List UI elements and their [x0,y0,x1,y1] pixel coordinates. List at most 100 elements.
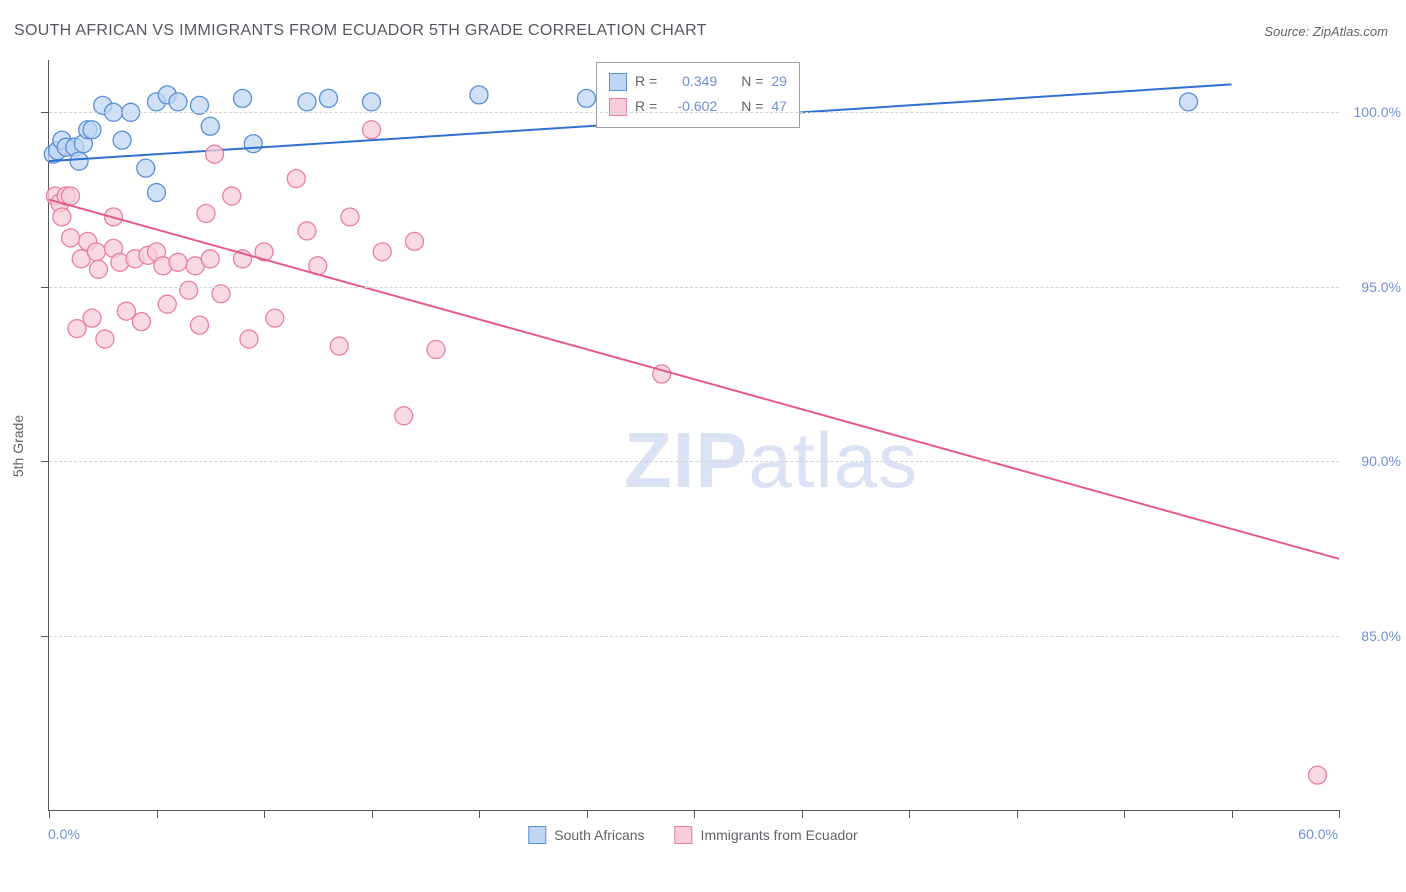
scatter-point [244,135,262,153]
series-label: South Africans [554,827,644,843]
scatter-point [470,86,488,104]
scatter-point [201,250,219,268]
correlation-legend-box: R = 0.349 N = 29 R = -0.602 N = 47 [596,62,800,128]
legend-n-prefix: N = [741,94,763,119]
y-tick [41,636,49,637]
y-tick-label: 85.0% [1361,628,1401,644]
scatter-point [117,302,135,320]
y-tick-label: 90.0% [1361,453,1401,469]
scatter-point [1180,93,1198,111]
scatter-point [266,309,284,327]
scatter-point [363,93,381,111]
legend-swatch [528,826,546,844]
scatter-point [298,222,316,240]
x-tick [1124,810,1125,818]
source-attribution: Source: ZipAtlas.com [1264,24,1388,39]
gridline [49,112,1339,113]
x-axis-high-label: 60.0% [1298,826,1338,842]
legend-r-value: -0.602 [665,94,717,119]
scatter-point [132,313,150,331]
legend-n-value: 47 [771,94,787,119]
scatter-point [395,407,413,425]
scatter-point [223,187,241,205]
legend-swatch [675,826,693,844]
x-tick [587,810,588,818]
scatter-point [83,121,101,139]
gridline [49,287,1339,288]
y-tick [41,112,49,113]
scatter-point [96,330,114,348]
scatter-point [148,184,166,202]
legend-swatch [609,73,627,91]
scatter-point [373,243,391,261]
scatter-point [53,208,71,226]
x-tick [157,810,158,818]
scatter-point [191,316,209,334]
x-axis-low-label: 0.0% [48,826,80,842]
x-axis-label-row: 0.0% South Africans Immigrants from Ecuad… [48,826,1338,850]
plot-area: ZIPatlas R =0.349N =29R =-0.602N =47 85.… [48,60,1339,811]
series-label: Immigrants from Ecuador [701,827,858,843]
scatter-point [1309,766,1327,784]
scatter-point [89,260,107,278]
scatter-point [287,170,305,188]
x-tick [479,810,480,818]
scatter-point [70,152,88,170]
legend-n-value: 29 [771,69,787,94]
series-legend: South Africans Immigrants from Ecuador [528,826,857,844]
x-tick [694,810,695,818]
scatter-point [62,229,80,247]
gridline [49,461,1339,462]
legend-n-prefix: N = [741,69,763,94]
legend-row: R = 0.349 N = 29 [609,69,787,94]
y-axis-label: 5th Grade [10,415,26,477]
source-prefix: Source: [1264,24,1309,39]
scatter-point [234,89,252,107]
series-legend-item: South Africans [528,826,644,844]
source-name: ZipAtlas.com [1313,24,1388,39]
scatter-point [201,117,219,135]
x-tick [372,810,373,818]
scatter-point [158,295,176,313]
x-tick [802,810,803,818]
scatter-point [298,93,316,111]
x-tick [1232,810,1233,818]
y-tick-label: 100.0% [1354,104,1401,120]
scatter-point [180,281,198,299]
y-tick [41,461,49,462]
scatter-point [406,232,424,250]
scatter-point [578,89,596,107]
scatter-point [330,337,348,355]
scatter-point [363,121,381,139]
scatter-point [206,145,224,163]
scatter-point [87,243,105,261]
x-tick [49,810,50,818]
gridline [49,636,1339,637]
scatter-point [197,204,215,222]
scatter-point [68,320,86,338]
x-tick [909,810,910,818]
scatter-point [341,208,359,226]
scatter-point [320,89,338,107]
legend-r-prefix: R = [635,94,657,119]
scatter-point [169,93,187,111]
scatter-point [62,187,80,205]
chart-svg [49,60,1339,810]
x-tick [264,810,265,818]
legend-r-prefix: R = [635,69,657,94]
scatter-point [240,330,258,348]
trend-line [49,200,1339,559]
scatter-point [137,159,155,177]
scatter-point [113,131,131,149]
y-tick-label: 95.0% [1361,279,1401,295]
legend-r-value: 0.349 [665,69,717,94]
series-legend-item: Immigrants from Ecuador [675,826,858,844]
scatter-point [427,341,445,359]
x-tick [1339,810,1340,818]
y-tick [41,287,49,288]
chart-title: SOUTH AFRICAN VS IMMIGRANTS FROM ECUADOR… [14,22,707,40]
x-tick [1017,810,1018,818]
scatter-point [169,253,187,271]
legend-row: R = -0.602 N = 47 [609,94,787,119]
scatter-point [83,309,101,327]
